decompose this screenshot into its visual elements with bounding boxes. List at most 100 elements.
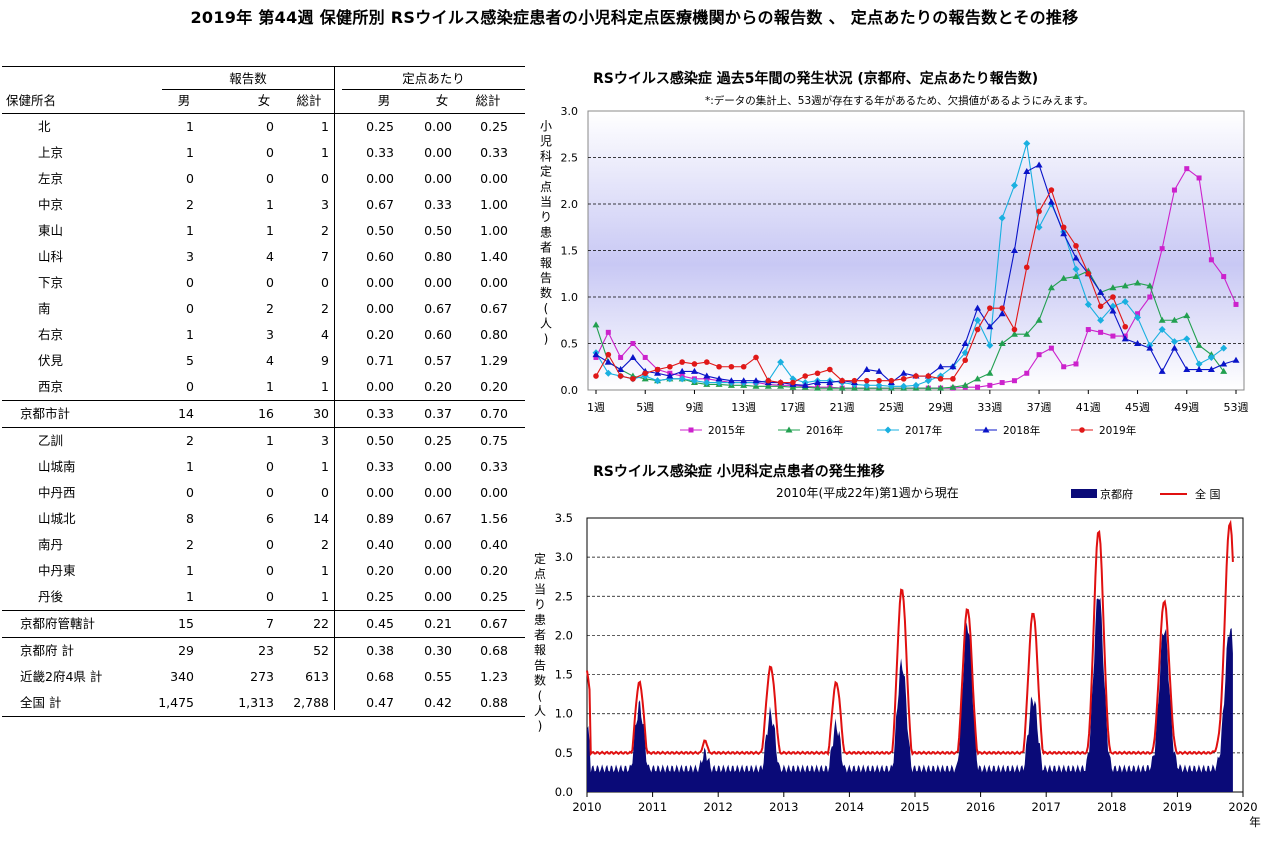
chart1-point (641, 375, 649, 382)
chart1-y-tick-label: 2.0 (561, 198, 579, 211)
chart1-point (604, 358, 612, 365)
row-name: 山城北 (38, 511, 76, 526)
row-value: 7 (266, 616, 274, 631)
row-value: 0.68 (480, 643, 508, 658)
chart1-point (1047, 284, 1055, 291)
chart2-y-tick-label: 2.0 (555, 628, 573, 642)
row-value: 3 (321, 197, 329, 212)
row-value: 52 (313, 643, 329, 658)
chart1-point (839, 385, 845, 391)
chart1-point (924, 384, 932, 391)
row-value: 1,475 (158, 695, 194, 710)
chart1-y-tick-label: 2.5 (561, 152, 579, 165)
row-value: 2 (321, 223, 329, 238)
row-value: 0.00 (424, 563, 452, 578)
row-value: 0.33 (366, 145, 394, 160)
chart2-plot-area (586, 517, 1244, 793)
chart1-y-tick-label: 3.0 (561, 105, 579, 118)
chart1-point (827, 366, 833, 373)
chart1-point (801, 383, 809, 390)
table-row: 京都府 計 29 23 52 0.38 0.30 0.68 (2, 638, 525, 664)
row-value: 0.00 (424, 145, 452, 160)
chart1-point (949, 383, 957, 390)
row-value: 0.68 (366, 669, 394, 684)
chart1-x-tick-label: 5週 (636, 401, 654, 414)
row-value: 1 (186, 223, 194, 238)
row-value: 0.00 (366, 171, 394, 186)
chart1-point (986, 341, 994, 349)
chart1-point (901, 385, 907, 391)
group-header-underline (162, 89, 334, 90)
row-value: 14 (313, 511, 329, 526)
chart1-point (937, 384, 945, 391)
chart1-point (1011, 378, 1017, 384)
chart1-point (998, 214, 1006, 222)
chart1-point (887, 379, 895, 386)
table-row: 京都市計 14 16 30 0.33 0.37 0.70 (2, 400, 525, 428)
chart1-point (1061, 364, 1067, 370)
chart1-y-axis-label-char: 者 (540, 241, 552, 255)
chart1-point (1146, 341, 1154, 349)
chart1-point (1085, 327, 1091, 333)
row-value: 0.60 (424, 327, 452, 342)
chart1-point (629, 375, 637, 383)
chart1-point (777, 379, 784, 386)
row-value: 7 (321, 249, 329, 264)
row-value: 0 (266, 171, 274, 186)
chart1-x-tick-label: 41週 (1076, 401, 1101, 414)
chart1-point (950, 376, 956, 382)
chart1-point (1023, 264, 1030, 271)
chart1-point (888, 377, 895, 384)
chart1-point (1220, 367, 1228, 374)
row-value: 0.00 (424, 537, 452, 552)
chart1-point (850, 384, 858, 391)
chart1-point (1183, 366, 1191, 373)
chart1-point (777, 358, 785, 366)
row-value: 1 (186, 459, 194, 474)
row-value: 0 (266, 119, 274, 134)
chart1-point (617, 373, 624, 379)
chart1-point (618, 354, 624, 360)
row-value: 1 (186, 145, 194, 160)
chart1-point (912, 381, 920, 389)
chart1-point (789, 383, 797, 390)
chart1-point (1084, 267, 1092, 274)
chart1-point (679, 373, 685, 379)
row-value: 0.00 (424, 119, 452, 134)
row-name: 東山 (38, 223, 64, 238)
chart1-point (593, 354, 599, 360)
chart1-point (666, 375, 674, 383)
row-value: 0.47 (366, 695, 394, 710)
row-value: 340 (170, 669, 194, 684)
row-value: 1 (266, 197, 274, 212)
chart1-point (1097, 303, 1104, 310)
chart2-x-tick-label: 2020 (1228, 800, 1257, 814)
chart1-point (1023, 140, 1031, 148)
chart1-x-tick-label: 49週 (1174, 401, 1199, 414)
chart2-y-axis-label-char: 点 (534, 567, 546, 581)
row-value: 1 (186, 327, 194, 342)
chart1-point (704, 376, 710, 382)
chart2-y-tick-label: 3.5 (555, 511, 573, 525)
chart1-point (666, 375, 674, 382)
table-column-header-row: 保健所名 男 女 総計 男 女 総計 (2, 89, 525, 114)
chart1-y-axis-label-char: 科 (540, 149, 552, 163)
chart2-x-tick-label: 2015 (900, 800, 929, 814)
chart1-point (838, 384, 846, 391)
table-row: 乙訓 2 1 3 0.50 0.25 0.75 (2, 428, 525, 454)
row-value: 0.00 (366, 485, 394, 500)
row-value: 0 (266, 485, 274, 500)
chart1-point (900, 376, 907, 382)
row-value: 0.33 (424, 197, 452, 212)
chart1-x-tick-label: 17週 (780, 401, 805, 414)
chart2-y-tick-label: 0.5 (555, 746, 573, 760)
chart1-point (789, 380, 797, 387)
chart1-point (691, 361, 698, 367)
chart1-point (1207, 353, 1215, 361)
chart1-note: *:データの集計上、53週が存在する年があるため、欠損値があるようにみえます。 (705, 95, 1094, 107)
row-value: 4 (266, 249, 274, 264)
chart1-point (938, 385, 944, 391)
chart1-point (593, 373, 599, 379)
row-value: 1 (266, 223, 274, 238)
row-value: 0.60 (366, 249, 394, 264)
